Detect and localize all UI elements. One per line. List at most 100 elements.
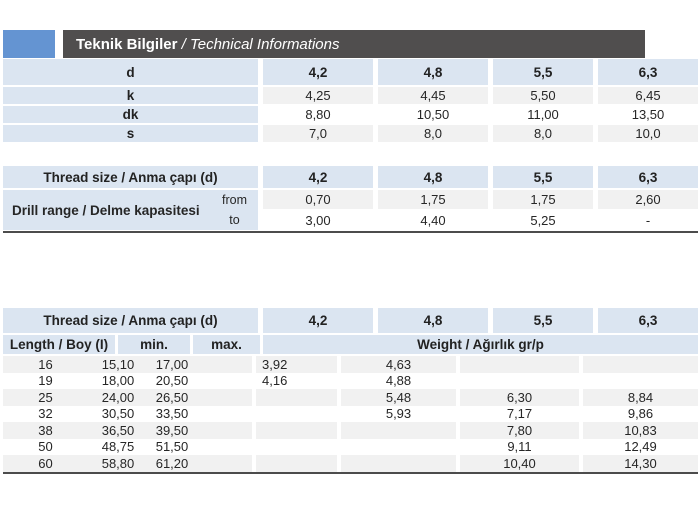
- from-label: from: [222, 193, 247, 207]
- min-cell: 48,75: [101, 439, 135, 455]
- max-cell: 26,50: [155, 389, 189, 405]
- title-separator: /: [177, 35, 190, 53]
- size-header-cell: 6,3: [598, 308, 698, 333]
- weight-cell: [341, 422, 456, 439]
- length-cell: 32: [38, 406, 53, 422]
- length-min-max-group: 50 48,75 51,50: [3, 438, 252, 456]
- dim-value-cell: 5,50: [493, 87, 593, 104]
- dim-value-cell: 7,0: [263, 125, 373, 142]
- size-header-cell: 5,5: [493, 308, 593, 333]
- divider-rule: [3, 472, 698, 474]
- dim-value-cell: 8,0: [378, 125, 488, 142]
- max-cell: 33,50: [155, 406, 189, 422]
- drill-to-cell: -: [598, 211, 698, 230]
- weight-table-row: 19 18,00 20,50 4,16 4,88: [3, 372, 698, 390]
- section-title-en: Technical Informations: [189, 35, 340, 53]
- dim-value-cell: 10,0: [598, 125, 698, 142]
- spacer-cell: [196, 455, 252, 472]
- size-header-cell: 6,3: [598, 166, 698, 188]
- dim-value-cell: 10,50: [378, 106, 488, 123]
- weight-table-header-row1: Thread size / Anma çapı (d) 4,2 4,8 5,5 …: [3, 308, 698, 333]
- weight-cell: 14,30: [583, 455, 698, 472]
- weight-cell: [256, 422, 337, 439]
- min-cell: 58,80: [101, 455, 135, 471]
- weight-table-body: 16 15,10 17,00 3,92 4,63 19 18,00 20,50 …: [3, 356, 698, 472]
- size-header-cell: 5,5: [493, 59, 593, 85]
- size-header-cell: 4,8: [378, 59, 488, 85]
- min-cell: 30,50: [101, 406, 135, 422]
- spacer-cell: [196, 373, 252, 390]
- dim-value-cell: 4,45: [378, 87, 488, 104]
- min-cell: 24,00: [101, 389, 135, 405]
- max-cell: 51,50: [155, 439, 189, 455]
- weight-cell: 5,48: [341, 389, 456, 406]
- min-header: min.: [118, 335, 190, 354]
- from-to-labels: from to: [222, 190, 247, 230]
- weight-cell: [460, 372, 579, 389]
- length-min-max-group: 38 36,50 39,50: [3, 422, 252, 439]
- brand-accent-square: [3, 30, 55, 58]
- weight-table-row: 50 48,75 51,50 9,11 12,49: [3, 438, 698, 456]
- dim-value-cell: 8,80: [263, 106, 373, 123]
- max-cell: 39,50: [155, 422, 189, 438]
- weight-cell: 7,17: [460, 405, 579, 422]
- drill-from-cell: 1,75: [378, 190, 488, 209]
- weight-cell: 10,40: [460, 455, 579, 472]
- min-cell: 15,10: [101, 356, 135, 372]
- weight-cell: 5,93: [341, 405, 456, 422]
- drill-to-cell: 3,00: [263, 211, 373, 230]
- weight-cell: 4,63: [341, 356, 456, 373]
- weight-table-header-row2: Length / Boy (I) min. max. Weight / Ağır…: [3, 335, 698, 354]
- length-cell: 38: [38, 422, 53, 438]
- length-cell: 50: [38, 439, 53, 455]
- spacer-cell: [196, 389, 252, 406]
- weight-table-row: 32 30,50 33,50 5,93 7,17 9,86: [3, 405, 698, 423]
- length-min-max-group: 60 58,80 61,20: [3, 455, 252, 472]
- weight-cell: 6,30: [460, 389, 579, 406]
- max-header: max.: [193, 335, 260, 354]
- weight-cell: 12,49: [583, 438, 698, 455]
- length-cell: 19: [38, 373, 53, 389]
- spacer-cell: [196, 439, 252, 456]
- length-cell: 16: [38, 356, 53, 372]
- spacer-cell: [196, 406, 252, 423]
- drill-to-cell: 5,25: [493, 211, 593, 230]
- min-cell: 36,50: [101, 422, 135, 438]
- weight-cell: 4,16: [256, 372, 337, 389]
- length-cell: 60: [38, 455, 53, 471]
- weight-cell: 10,83: [583, 422, 698, 439]
- weight-cell: [256, 405, 337, 422]
- dim-row-label: s: [3, 125, 258, 142]
- length-header: Length / Boy (I): [3, 335, 115, 354]
- spacer-cell: [196, 356, 252, 373]
- divider-rule: [3, 231, 698, 233]
- drill-to-cell: 4,40: [378, 211, 488, 230]
- weight-cell: [256, 389, 337, 406]
- size-header-cell: 4,2: [263, 59, 373, 85]
- drill-range-label: Drill range / Delme kapasitesi: [12, 202, 200, 218]
- weight-cell: 8,84: [583, 389, 698, 406]
- size-header-cell: 6,3: [598, 59, 698, 85]
- drill-from-cell: 1,75: [493, 190, 593, 209]
- weight-cell: 7,80: [460, 422, 579, 439]
- weight-table-row: 25 24,00 26,50 5,48 6,30 8,84: [3, 389, 698, 406]
- weight-cell: [583, 372, 698, 389]
- dim-value-cell: 4,25: [263, 87, 373, 104]
- dim-row-label: dk: [3, 106, 258, 123]
- max-cell: 20,50: [155, 373, 189, 389]
- thread-size-header: Thread size / Anma çapı (d): [3, 166, 258, 188]
- weight-cell: [341, 438, 456, 455]
- spacer-cell: [196, 422, 252, 439]
- section-header-bar: Teknik Bilgiler / Technical Informations: [3, 30, 645, 58]
- weight-table-row: 16 15,10 17,00 3,92 4,63: [3, 356, 698, 373]
- length-min-max-group: 16 15,10 17,00: [3, 356, 252, 373]
- min-cell: 18,00: [101, 373, 135, 389]
- dim-value-cell: 8,0: [493, 125, 593, 142]
- weight-table-row: 38 36,50 39,50 7,80 10,83: [3, 422, 698, 439]
- drill-from-cell: 0,70: [263, 190, 373, 209]
- length-min-max-group: 32 30,50 33,50: [3, 405, 252, 423]
- dim-value-cell: 13,50: [598, 106, 698, 123]
- dim-value-cell: 6,45: [598, 87, 698, 104]
- dim-header-label: d: [3, 59, 258, 85]
